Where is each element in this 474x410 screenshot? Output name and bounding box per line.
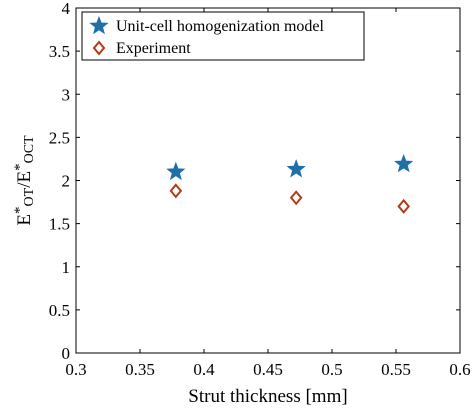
x-tick-label: 0.35	[125, 360, 155, 379]
y-axis-label: E*OT/E*OCT	[12, 135, 37, 226]
y-axis-label-part: OCT	[22, 135, 37, 163]
y-tick-label: 3.5	[49, 42, 70, 61]
x-tick-label: 0.45	[253, 360, 283, 379]
x-tick-label: 0.3	[65, 360, 86, 379]
y-tick-label: 1.5	[49, 215, 70, 234]
legend-box	[81, 11, 365, 61]
x-tick-label: 0.5	[321, 360, 342, 379]
experiment-diamond-point	[397, 198, 410, 214]
model-star-point	[166, 161, 186, 181]
y-axis-label-part: *	[12, 206, 28, 214]
y-tick-label: 2	[62, 172, 71, 191]
x-tick-label: 0.55	[381, 360, 411, 379]
legend-label: Experiment	[116, 40, 191, 57]
legend: Unit-cell homogenization model Experiment	[81, 11, 365, 61]
data-marks	[166, 153, 414, 214]
y-tick-label: 0.5	[49, 301, 70, 320]
y-tick-label: 4	[62, 0, 71, 18]
model-star-point	[394, 153, 414, 173]
x-tick-label: 0.6	[449, 360, 470, 379]
y-tick-label: 2.5	[49, 128, 70, 147]
legend-label: Unit-cell homogenization model	[116, 18, 325, 35]
plot-area	[75, 7, 461, 354]
legend-star-icon	[89, 15, 109, 35]
x-axis-label: Strut thickness [mm]	[188, 386, 347, 407]
experiment-diamond-point	[289, 190, 303, 206]
y-axis-label-part: OT	[22, 187, 37, 206]
y-tick-label: 3	[62, 85, 71, 104]
x-tick-label: 0.4	[193, 360, 215, 379]
legend-diamond-icon	[92, 40, 106, 56]
y-tick-label: 0	[62, 344, 71, 363]
y-tick-label: 1	[62, 258, 71, 277]
ticks-layer: 0.3 0.35 0.4 0.45 0.5 0.55 0.6 0 0.5 1 1.5 2 2.5 3 3.5…	[49, 0, 471, 379]
y-axis-label-part: /E	[14, 171, 35, 188]
legend-items: Unit-cell homogenization model Experiment	[89, 15, 325, 57]
model-star-point	[286, 159, 306, 178]
y-axis-label-part: *	[12, 163, 28, 171]
y-axis-label-part: E	[14, 214, 35, 226]
experiment-diamond-point	[169, 183, 183, 199]
